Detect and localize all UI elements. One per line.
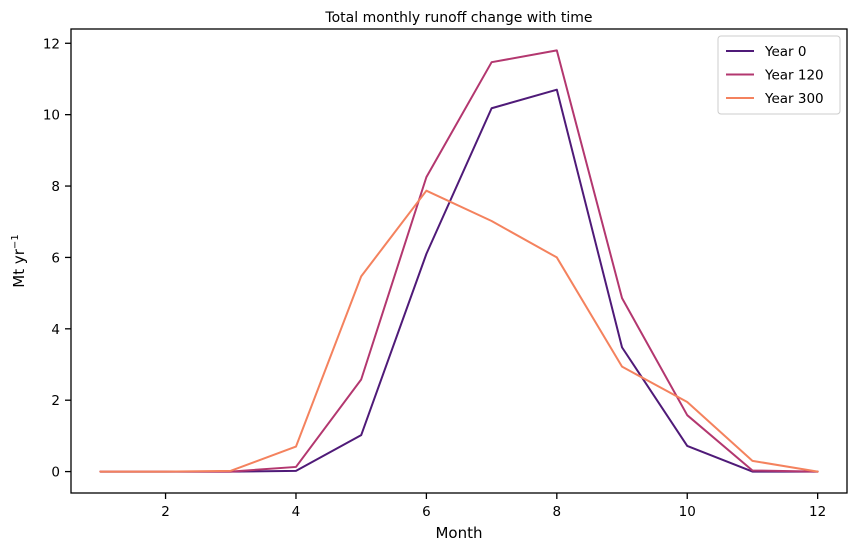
y-tick-label: 4 [51, 322, 60, 338]
y-tick-label: 0 [51, 465, 60, 481]
series-lines [99, 49, 819, 473]
legend-label-1: Year 0 [764, 44, 806, 60]
x-tick-label: 8 [553, 504, 562, 520]
plot-area [70, 28, 848, 494]
y-axis-label-text: Mt yr [10, 248, 28, 287]
series-line-1 [99, 88, 819, 473]
x-axis-label: Month [435, 524, 482, 542]
y-axis-label-exponent: −1 [10, 234, 21, 249]
plot-frame [70, 28, 848, 494]
x-axis-ticks: 2 4 6 8 10 12 [161, 493, 826, 520]
legend-box [717, 35, 841, 115]
series-line-2 [99, 49, 819, 473]
x-tick-label: 2 [161, 504, 170, 520]
x-tick-label: 10 [679, 504, 696, 520]
y-axis-label: Mt yr−1 [10, 234, 28, 287]
series-line-3 [99, 189, 819, 473]
legend-label-2: Year 120 [764, 68, 824, 84]
legend-label-3: Year 300 [764, 91, 824, 107]
legend: Year 0 Year 120 Year 300 [717, 35, 841, 115]
y-tick-label: 8 [51, 179, 60, 195]
x-tick-label: 12 [809, 504, 826, 520]
x-tick-label: 6 [422, 504, 431, 520]
y-tick-label: 10 [43, 108, 60, 124]
y-axis-ticks: 0 2 4 6 8 10 12 [43, 36, 71, 481]
chart-title: Total monthly runoff change with time [324, 10, 592, 26]
y-tick-label: 6 [51, 250, 60, 266]
y-tick-label: 2 [51, 393, 60, 409]
y-tick-label: 12 [43, 36, 60, 52]
x-tick-label: 4 [292, 504, 301, 520]
